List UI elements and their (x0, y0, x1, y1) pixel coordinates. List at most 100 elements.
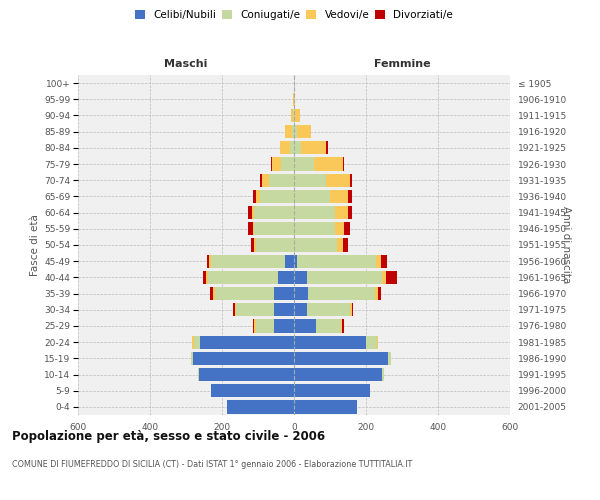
Bar (254, 222, 294, 235)
Bar (236, 303, 274, 316)
Bar (294, 174, 326, 187)
Bar (348, 206, 352, 220)
Bar (254, 320, 256, 332)
Bar (294, 109, 295, 122)
Bar (294, 287, 308, 300)
Bar (307, 303, 350, 316)
Bar (348, 190, 352, 203)
Bar (253, 320, 254, 332)
Bar (314, 158, 343, 170)
Bar (335, 206, 348, 220)
Bar (208, 270, 278, 284)
Bar (294, 238, 337, 252)
Bar (294, 384, 370, 398)
Bar (294, 158, 314, 170)
Bar (274, 320, 294, 332)
Bar (191, 352, 193, 365)
Legend: Celibi/Nubili, Coniugati/e, Vedovi/e, Divorziati/e: Celibi/Nubili, Coniugati/e, Vedovi/e, Di… (135, 10, 453, 20)
Bar (352, 303, 353, 316)
Bar (294, 270, 307, 284)
Bar (251, 238, 254, 252)
Bar (262, 174, 269, 187)
Bar (256, 320, 274, 332)
Bar (376, 254, 382, 268)
Bar (209, 254, 211, 268)
Bar (382, 270, 386, 284)
Bar (294, 368, 382, 381)
Bar (341, 320, 342, 332)
Bar (253, 190, 256, 203)
Bar (294, 400, 357, 413)
Bar (292, 109, 293, 122)
Text: Femmine: Femmine (374, 58, 430, 68)
Bar (215, 287, 274, 300)
Bar (294, 92, 295, 106)
Bar (274, 303, 294, 316)
Text: Popolazione per età, sesso e stato civile - 2006: Popolazione per età, sesso e stato civil… (12, 430, 325, 443)
Bar (301, 141, 326, 154)
Bar (290, 141, 294, 154)
Bar (293, 109, 294, 122)
Bar (335, 222, 344, 235)
Bar (294, 336, 366, 349)
Bar (251, 206, 254, 220)
Bar (285, 254, 294, 268)
Bar (211, 254, 285, 268)
Bar (210, 287, 213, 300)
Bar (366, 336, 377, 349)
Bar (382, 254, 387, 268)
Bar (256, 190, 260, 203)
Bar (295, 109, 300, 122)
Bar (326, 174, 350, 187)
Y-axis label: Anni di nascita: Anni di nascita (561, 206, 571, 284)
Bar (297, 125, 311, 138)
Bar (206, 270, 208, 284)
Bar (316, 320, 341, 332)
Bar (388, 352, 391, 365)
Bar (227, 400, 294, 413)
Bar (260, 174, 262, 187)
Bar (293, 92, 294, 106)
Text: Maschi: Maschi (164, 58, 208, 68)
Bar (377, 336, 378, 349)
Bar (194, 336, 200, 349)
Bar (271, 158, 272, 170)
Bar (294, 222, 335, 235)
Bar (233, 303, 235, 316)
Bar (297, 254, 376, 268)
Bar (213, 287, 215, 300)
Bar (308, 287, 375, 300)
Bar (199, 368, 294, 381)
Bar (235, 303, 236, 316)
Bar (350, 303, 352, 316)
Bar (272, 158, 281, 170)
Bar (274, 287, 294, 300)
Y-axis label: Fasce di età: Fasce di età (30, 214, 40, 276)
Bar (254, 206, 294, 220)
Bar (200, 336, 294, 349)
Bar (192, 336, 194, 349)
Bar (350, 174, 352, 187)
Bar (254, 238, 256, 252)
Bar (378, 287, 381, 300)
Bar (294, 141, 301, 154)
Bar (281, 158, 294, 170)
Text: COMUNE DI FIUMEFREDDO DI SICILIA (CT) - Dati ISTAT 1° gennaio 2006 - Elaborazion: COMUNE DI FIUMEFREDDO DI SICILIA (CT) - … (12, 460, 412, 469)
Bar (342, 320, 344, 332)
Bar (285, 125, 292, 138)
Bar (211, 384, 294, 398)
Bar (253, 222, 254, 235)
Bar (294, 206, 335, 220)
Bar (248, 206, 251, 220)
Bar (203, 270, 206, 284)
Bar (206, 254, 209, 268)
Bar (269, 174, 294, 187)
Bar (382, 368, 384, 381)
Bar (330, 190, 348, 203)
Bar (294, 352, 388, 365)
Bar (375, 287, 378, 300)
Bar (386, 270, 397, 284)
Bar (343, 158, 344, 170)
Bar (280, 141, 290, 154)
Bar (337, 238, 343, 252)
